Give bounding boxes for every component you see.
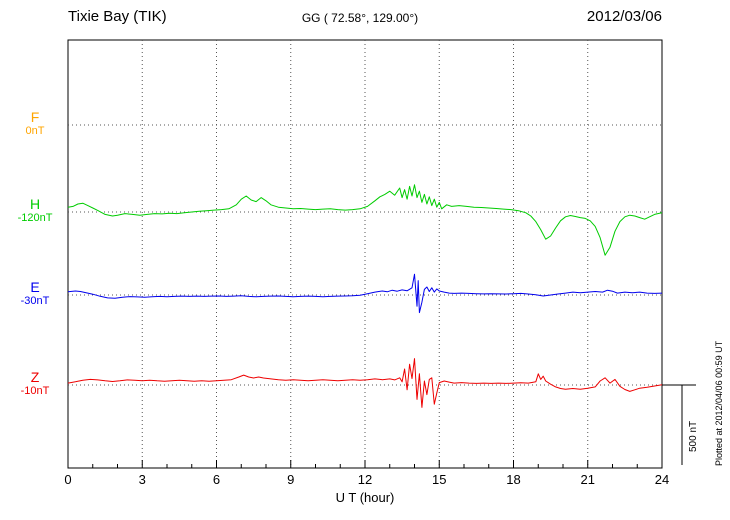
series-baseline-H: -120nT: [17, 212, 53, 224]
trace-Z: [67, 358, 663, 408]
series-letter-H: H: [29, 196, 41, 212]
x-tick-label: 9: [287, 472, 294, 487]
x-axis-label: U T (hour): [335, 490, 395, 505]
series-letter-Z: Z: [30, 369, 40, 385]
x-tick-label: 24: [655, 472, 669, 487]
x-tick-label: 6: [213, 472, 220, 487]
x-tick-label: 12: [358, 472, 372, 487]
x-tick-label: 21: [581, 472, 595, 487]
date-label: 2012/03/06: [586, 8, 662, 25]
series-label-E: E -30nT: [6, 280, 64, 307]
x-tick-label: 0: [64, 472, 71, 487]
series-label-Z: Z -10nT: [6, 370, 64, 397]
x-tick-label: 18: [506, 472, 520, 487]
trace-E: [67, 273, 663, 314]
series-label-H: H -120nT: [6, 197, 64, 224]
trace-H: [67, 184, 663, 256]
x-tick-label: 3: [139, 472, 146, 487]
series-baseline-F: 0nT: [25, 125, 45, 137]
series-letter-F: F: [30, 109, 40, 125]
series-baseline-Z: -10nT: [20, 385, 50, 397]
station-title: Tixie Bay (TIK): [68, 8, 167, 25]
coordinates-label: GG ( 72.58°, 129.00°): [301, 11, 419, 25]
series-baseline-E: -30nT: [20, 295, 50, 307]
series-letter-E: E: [30, 279, 40, 295]
scale-bar-label: 500 nT: [688, 420, 699, 452]
x-tick-label: 15: [432, 472, 446, 487]
series-label-F: F 0nT: [6, 110, 64, 137]
plotted-note: Plotted at 2012/04/06 00:59 UT: [714, 340, 724, 466]
